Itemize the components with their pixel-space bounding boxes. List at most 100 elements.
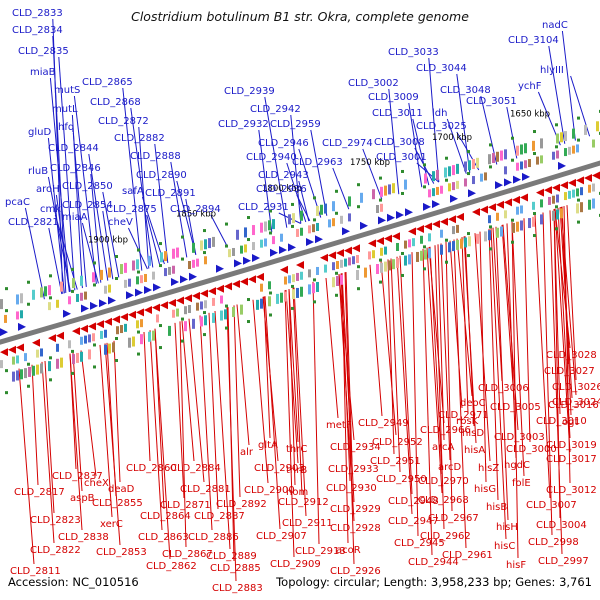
leader-line-cld-2951 [387, 259, 395, 455]
forward-gene-arrow [126, 291, 134, 300]
kbp-tick [445, 260, 448, 264]
feature-block [176, 247, 179, 258]
kbp-tick [379, 176, 382, 180]
gene-label-cld-3003: CLD_3003 [494, 432, 545, 443]
gene-label-cld-3024: CLD_3024 [552, 397, 600, 408]
leader-line-cld-2971 [449, 240, 463, 409]
feature-block [408, 254, 411, 265]
feature-block [292, 289, 295, 300]
feature-block [12, 371, 15, 382]
feature-block [516, 206, 519, 215]
gene-label-chex: cheX [84, 478, 109, 489]
feature-block [172, 265, 175, 274]
kbp-tick [181, 257, 184, 261]
kbp-tick [247, 320, 250, 324]
feature-block [472, 176, 475, 185]
gene-label-cld-2889: CLD_2889 [206, 551, 257, 562]
kbp-tick [445, 238, 448, 242]
feature-block [296, 287, 299, 298]
feature-block [184, 321, 187, 332]
feature-block [416, 251, 419, 262]
leader-line-miab [49, 77, 70, 292]
leader-line-cld-3051 [506, 106, 518, 159]
reverse-gene-arrow [144, 305, 152, 314]
feature-block [448, 166, 451, 177]
leader-line-cld-2968 [426, 247, 443, 494]
reverse-gene-arrow [376, 236, 384, 245]
feature-block [204, 300, 207, 309]
feature-block [300, 227, 303, 236]
kbp-tick [511, 136, 514, 140]
gene-label-cld-2959: CLD_2959 [270, 119, 321, 130]
feature-block [556, 209, 559, 220]
feature-block [524, 160, 527, 169]
feature-block [332, 218, 335, 227]
forward-gene-arrow [63, 309, 71, 318]
leader-line-cld-2929 [341, 273, 355, 503]
feature-block [392, 183, 395, 194]
kbp-tick [533, 130, 536, 134]
feature-block [488, 215, 491, 224]
feature-block [472, 159, 475, 170]
gene-label-hisa: hisA [464, 445, 485, 456]
gene-label-cld-2951: CLD_2951 [370, 456, 421, 467]
feature-block [172, 309, 175, 318]
reverse-gene-arrow [176, 296, 184, 305]
gene-label-cld-2891: CLD_2891 [145, 188, 196, 199]
reverse-gene-arrow [536, 188, 544, 197]
feature-block [72, 278, 75, 289]
reverse-gene-arrow [440, 217, 448, 226]
kbp-tick [225, 222, 228, 226]
feature-block [576, 144, 579, 153]
feature-block [592, 139, 595, 148]
feature-block [312, 224, 315, 233]
feature-block [100, 269, 103, 280]
reverse-gene-arrow [208, 287, 216, 296]
forward-gene-arrow [279, 246, 287, 255]
gene-label-cld-2933: CLD_2933 [328, 464, 379, 475]
feature-block [348, 196, 351, 207]
gene-label-cld-2844: CLD_2844 [48, 143, 99, 154]
feature-block [168, 266, 171, 275]
gene-label-cld-2911: CLD_2911 [282, 518, 333, 529]
gene-label-cld-2963: CLD_2963 [292, 157, 343, 168]
kbp-tick [445, 178, 448, 182]
feature-block [364, 267, 367, 278]
forward-gene-arrow [234, 259, 242, 268]
gene-label-cld-2929: CLD_2929 [330, 504, 381, 515]
leader-line-arca [437, 244, 445, 441]
feature-block [16, 294, 19, 305]
kbp-tick [115, 337, 118, 341]
leader-line-cld-2888 [170, 161, 188, 258]
feature-block [32, 289, 35, 300]
feature-block [432, 188, 435, 197]
feature-block [272, 236, 275, 245]
feature-block [80, 292, 83, 301]
reverse-gene-arrow [184, 294, 192, 303]
forward-gene-arrow [405, 208, 413, 217]
kbp-tick [247, 216, 250, 220]
accession-text: Accession: NC_010516 [8, 575, 139, 589]
gene-label-cld-2837: CLD_2837 [52, 471, 103, 482]
leader-line-cld-2912 [292, 287, 303, 496]
leader-line-cld-3033 [428, 57, 440, 183]
reverse-gene-arrow [424, 222, 432, 231]
gene-label-cld-2871: CLD_2871 [160, 500, 211, 511]
leader-line-cld-3007 [534, 214, 551, 499]
gene-label-cld-2944: CLD_2944 [408, 557, 459, 568]
kbp-tick [555, 123, 558, 127]
feature-block [380, 186, 383, 197]
leader-line-cld-2949 [369, 264, 383, 417]
reverse-gene-arrow [216, 284, 224, 293]
forward-gene-arrow [315, 235, 323, 244]
kbp-tick [27, 362, 30, 366]
feature-block [136, 259, 139, 270]
feature-block [284, 291, 287, 302]
feature-block [100, 330, 103, 339]
feature-block [0, 299, 3, 310]
feature-block [268, 220, 271, 231]
feature-block [496, 212, 499, 221]
forward-gene-arrow [306, 237, 314, 246]
feature-block [48, 302, 51, 311]
gene-label-hgdc: hgdC [504, 460, 530, 471]
